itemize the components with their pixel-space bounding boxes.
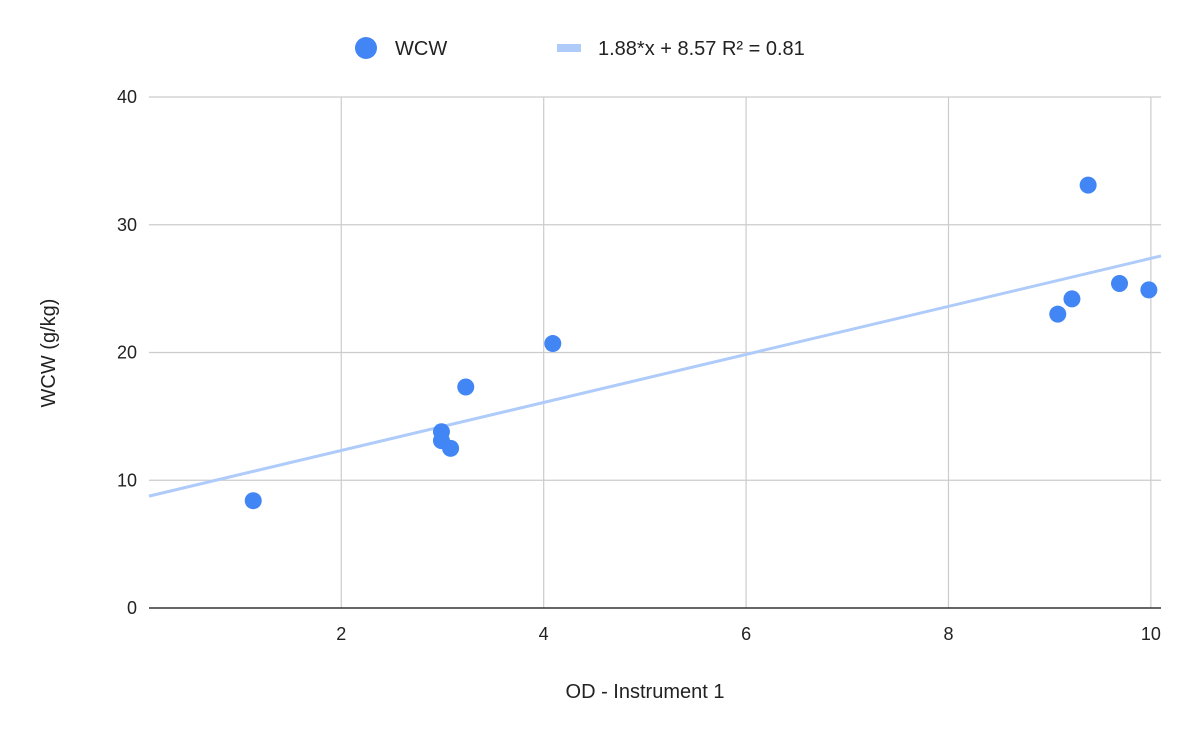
data-point-9 — [1079, 176, 1097, 194]
trendline — [148, 254, 1162, 498]
data-point-1 — [244, 492, 262, 510]
y-tick-label-10: 10 — [117, 470, 137, 490]
data-points — [244, 176, 1158, 510]
y-tick-label-40: 40 — [117, 87, 137, 107]
trendline-layer — [148, 254, 1162, 498]
data-point-11 — [1140, 281, 1158, 299]
data-point-5 — [457, 378, 475, 396]
legend: WCW 1.88*x + 8.57 R² = 0.81 — [355, 37, 805, 60]
y-axis-title: WCW (g/kg) — [38, 299, 60, 408]
legend-marker-trendline — [557, 44, 581, 52]
grid-lines — [149, 96, 1161, 608]
data-point-8 — [1063, 290, 1081, 308]
y-tick-label-20: 20 — [117, 343, 137, 363]
data-point-4 — [442, 439, 460, 457]
y-tick-label-0: 0 — [127, 598, 137, 618]
x-tick-label-2: 2 — [336, 624, 346, 644]
legend-label-trendline: 1.88*x + 8.57 R² = 0.81 — [598, 38, 805, 60]
data-point-10 — [1111, 275, 1129, 293]
tick-labels: 0 10 20 30 40 2 4 6 8 10 — [117, 87, 1161, 644]
data-point-7 — [1049, 305, 1067, 323]
x-axis-title: OD - Instrument 1 — [566, 681, 725, 703]
data-point-6 — [544, 335, 562, 353]
x-tick-label-8: 8 — [943, 624, 953, 644]
legend-label-wcw: WCW — [395, 38, 447, 60]
x-tick-label-10: 10 — [1141, 624, 1161, 644]
legend-marker-wcw — [355, 37, 377, 59]
x-tick-label-4: 4 — [539, 624, 549, 644]
x-tick-label-6: 6 — [741, 624, 751, 644]
y-tick-label-30: 30 — [117, 215, 137, 235]
